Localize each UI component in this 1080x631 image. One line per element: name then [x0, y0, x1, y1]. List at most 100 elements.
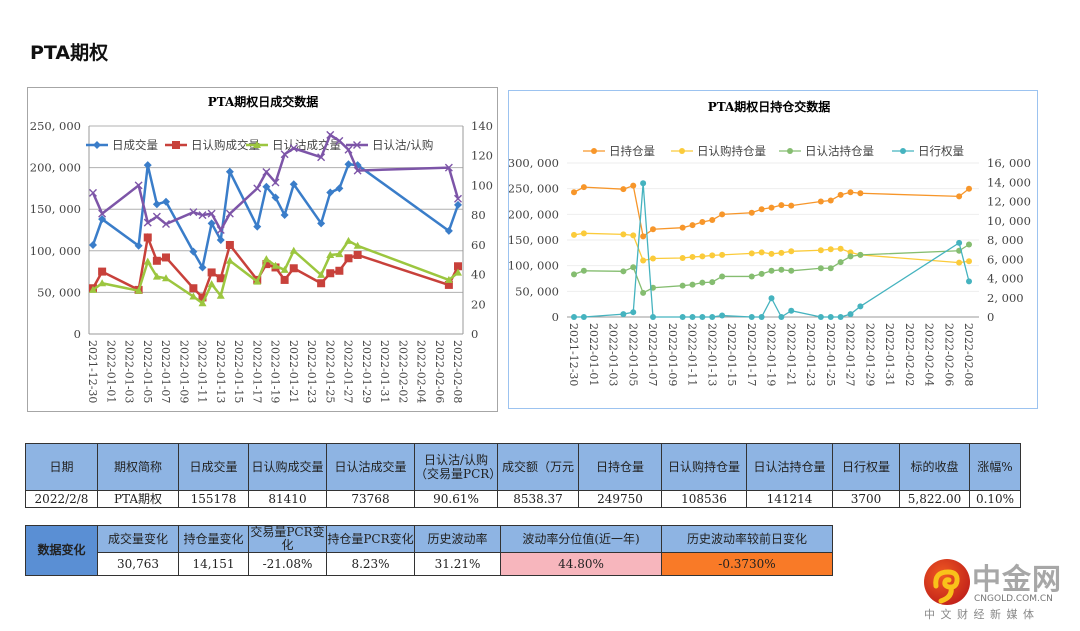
column-header: 日认购成交量 — [248, 443, 327, 491]
data-point — [289, 180, 298, 189]
data-point — [317, 153, 326, 162]
data-point — [837, 245, 844, 252]
data-point — [966, 278, 972, 285]
y-right-tick-label: 14, 000 — [987, 175, 1031, 189]
y-right-tick-label: 4, 000 — [987, 272, 1024, 286]
x-tick-label: 2022-01-01 — [104, 340, 117, 403]
data-point — [679, 224, 686, 231]
column-header: 成交额（万元 — [497, 443, 579, 491]
data-point — [699, 219, 706, 226]
y-right-tick-label: 60 — [471, 238, 486, 252]
cngold-swirl-icon — [924, 559, 970, 605]
x-tick-label: 2022-01-27 — [844, 323, 857, 386]
data-point — [335, 136, 344, 145]
x-tick-label: 2022-01-25 — [824, 323, 837, 386]
data-point — [719, 312, 726, 319]
data-point — [326, 269, 335, 278]
x-tick-label: 2021-12-30 — [567, 323, 580, 386]
x-tick-label: 2022-01-09 — [666, 323, 679, 386]
table-cell: 5,822.00 — [899, 490, 970, 508]
daily-open-interest-chart-svg: PTA期权日持仓交数据 0 50, 000 100, 000 150, 000 200, … — [508, 99, 1031, 386]
y-right-tick-label: 2, 000 — [987, 291, 1024, 305]
data-point — [630, 264, 637, 271]
data-point — [454, 268, 462, 276]
x-tick-label: 2022-01-13 — [705, 323, 718, 386]
data-point — [134, 181, 143, 190]
x-tick-label: 2022-01-09 — [177, 340, 190, 403]
x-tick-label: 2022-01-19 — [765, 323, 778, 386]
data-point — [580, 184, 587, 191]
data-point — [207, 280, 216, 288]
data-point — [788, 267, 795, 274]
data-point — [162, 274, 170, 282]
legend-marker — [591, 148, 597, 154]
table-cell: 141214 — [746, 490, 833, 508]
y-right-tick-label: 20 — [471, 297, 486, 311]
daily-volume-chart-svg: PTA期权日成交数据 0 50, 000 100, 000 150, 000 200, 0… — [30, 94, 493, 403]
data-point — [788, 248, 795, 255]
data-point — [580, 230, 587, 237]
data-point — [580, 314, 587, 320]
table-cell: 155178 — [178, 490, 249, 508]
legend-label: 日行权量 — [918, 144, 964, 158]
data-point — [827, 265, 834, 272]
table-row: 30,763 14,151 -21.08% 8.23% 31.21% 44.80% -0.3… — [26, 552, 833, 576]
table-cell: 30,763 — [97, 552, 179, 576]
legend-label: 日认购成交量 — [191, 138, 260, 152]
data-point — [837, 314, 844, 320]
y-right-tick-label: 16, 000 — [987, 156, 1031, 170]
data-point — [152, 200, 161, 209]
x-tick-label: 2022-02-08 — [451, 340, 464, 403]
data-point — [709, 279, 716, 286]
data-point — [966, 241, 972, 248]
data-point — [956, 259, 963, 266]
y-right-tick-label: 100 — [471, 178, 493, 192]
x-tick-label: 2022-01-11 — [196, 340, 209, 403]
table-cell: 8538.37 — [497, 490, 579, 508]
cngold-logo: 中金网 CNGOLD.COM.CN 中 文 财 经 新 媒 体 — [922, 556, 1072, 626]
y-left-tick-label: 300, 000 — [509, 156, 559, 170]
data-point — [679, 314, 686, 320]
table-cell: 2022/2/8 — [25, 490, 98, 508]
column-header: 交易量PCR变化 — [248, 525, 327, 553]
data-point — [748, 250, 755, 257]
y-right-tick-label: 8, 000 — [987, 233, 1024, 247]
data-point — [253, 184, 262, 193]
data-point — [689, 253, 696, 260]
table-cell: 44.80% — [500, 552, 662, 576]
data-change-label: 数据变化 — [25, 525, 98, 576]
x-tick-label: 2022-01-31 — [378, 340, 391, 403]
column-header: 标的收盘 — [899, 443, 970, 491]
x-tick-label: 2022-02-06 — [433, 340, 446, 403]
y-left-tick-label: 150, 000 — [30, 202, 81, 216]
daily-summary-table: 日期 期权简称 日成交量 日认购成交量 日认沽成交量 日认沽/认购（交易量PCR） 成交额（… — [25, 443, 1021, 508]
x-tick-label: 2022-01-25 — [323, 340, 336, 403]
column-header: 日期 — [25, 443, 98, 491]
table-cell: 108536 — [661, 490, 747, 508]
data-point — [326, 250, 335, 258]
data-point — [699, 314, 706, 320]
data-point — [817, 198, 824, 205]
column-header: 持仓量PCR变化 — [326, 525, 415, 553]
data-point — [817, 314, 824, 320]
data-point — [335, 184, 344, 193]
x-tick-label: 2022-01-17 — [250, 340, 263, 403]
table-cell: 3700 — [832, 490, 900, 508]
data-point — [620, 311, 627, 318]
data-point — [620, 268, 627, 275]
x-tick-label: 2022-01-07 — [646, 323, 659, 386]
x-tick-label: 2022-01-03 — [123, 340, 136, 403]
data-point — [207, 209, 216, 218]
table-cell: -21.08% — [248, 552, 327, 576]
column-header: 持仓量变化 — [178, 525, 249, 553]
column-header: 日认沽持仓量 — [746, 443, 833, 491]
legend-marker — [787, 148, 793, 154]
legend-marker — [679, 148, 685, 154]
data-point — [152, 272, 161, 280]
y-left-tick-label: 50, 000 — [37, 285, 81, 299]
data-point — [640, 233, 647, 240]
x-tick-label: 2022-01-11 — [686, 323, 699, 386]
data-point — [317, 270, 326, 278]
data-point — [289, 246, 298, 254]
x-tick-label: 2022-01-31 — [883, 323, 896, 386]
